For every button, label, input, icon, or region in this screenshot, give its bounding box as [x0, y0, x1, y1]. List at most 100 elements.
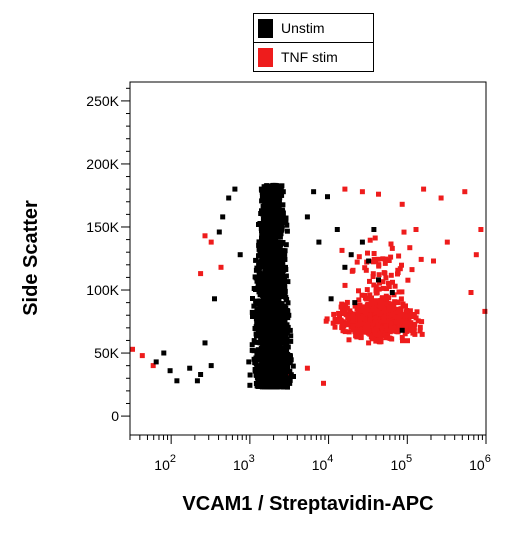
data-point	[270, 313, 276, 319]
data-point	[373, 284, 379, 290]
data-point	[283, 273, 289, 279]
data-point	[208, 239, 214, 245]
data-point	[404, 308, 410, 313]
data-point	[342, 308, 348, 314]
data-point	[363, 309, 369, 315]
data-point	[404, 328, 410, 334]
data-point	[279, 207, 285, 213]
data-point	[254, 364, 260, 370]
data-point	[366, 340, 372, 346]
data-point	[261, 245, 267, 251]
data-point	[282, 303, 288, 309]
data-point	[414, 309, 420, 315]
data-point	[378, 335, 384, 341]
data-point	[263, 322, 269, 328]
data-point	[276, 347, 282, 353]
data-point	[354, 259, 360, 265]
data-point	[336, 310, 342, 316]
data-point	[255, 319, 261, 325]
data-point	[282, 357, 288, 363]
data-point	[350, 267, 356, 273]
data-point	[274, 271, 280, 277]
data-point	[261, 188, 267, 194]
data-point	[386, 258, 392, 263]
data-point	[277, 343, 283, 349]
data-point	[338, 304, 344, 310]
data-point	[278, 265, 284, 271]
data-point	[194, 378, 200, 384]
data-point	[276, 298, 281, 304]
data-point	[256, 298, 262, 304]
data-point	[364, 296, 370, 302]
data-point	[284, 222, 290, 228]
data-point	[260, 278, 266, 284]
data-point	[287, 327, 293, 333]
data-point	[352, 321, 358, 327]
data-point	[261, 306, 267, 312]
data-point	[265, 220, 271, 226]
data-point	[274, 263, 280, 269]
data-point	[167, 368, 173, 374]
data-point	[343, 302, 349, 308]
data-point	[267, 224, 273, 230]
data-point	[339, 247, 345, 253]
data-point	[266, 197, 272, 202]
data-point	[381, 309, 387, 315]
data-point	[352, 303, 358, 309]
data-point	[376, 277, 381, 283]
data-point	[376, 263, 382, 269]
data-point	[198, 271, 204, 277]
data-point	[340, 328, 346, 334]
data-point	[272, 294, 278, 300]
data-point	[253, 257, 259, 263]
data-point	[382, 260, 388, 266]
data-point	[257, 302, 263, 308]
data-point	[386, 284, 392, 290]
data-point	[409, 328, 415, 333]
data-point	[256, 310, 262, 316]
data-point	[323, 318, 329, 324]
data-point	[264, 236, 269, 242]
data-point	[262, 356, 268, 362]
data-point	[266, 337, 271, 343]
data-point	[212, 296, 217, 302]
data-point	[276, 336, 282, 342]
data-point	[342, 264, 348, 270]
data-point	[255, 306, 261, 312]
data-point	[279, 316, 284, 322]
y-axis-title: Side Scatter	[20, 200, 42, 316]
data-point	[288, 338, 294, 344]
data-point	[285, 364, 291, 370]
data-point	[368, 298, 374, 304]
data-point	[277, 274, 283, 280]
data-point	[383, 301, 388, 307]
data-point	[380, 285, 386, 291]
data-point	[389, 306, 394, 312]
data-point	[395, 267, 401, 273]
data-point	[263, 239, 268, 244]
data-point	[412, 321, 418, 327]
data-point	[359, 189, 365, 195]
data-point	[269, 283, 275, 289]
data-point	[388, 241, 394, 247]
data-point	[390, 312, 396, 317]
data-point	[373, 337, 379, 343]
data-point	[265, 346, 271, 352]
data-point	[369, 295, 374, 301]
data-point	[415, 318, 421, 324]
data-point	[281, 354, 287, 360]
data-point	[347, 308, 353, 314]
data-point	[386, 335, 392, 341]
data-point	[365, 250, 370, 256]
data-point	[380, 256, 386, 262]
data-point	[267, 183, 273, 189]
data-point	[271, 274, 277, 280]
data-point	[278, 231, 284, 237]
data-point	[272, 183, 278, 189]
series-tnf-stim	[130, 186, 488, 386]
data-point	[273, 190, 279, 196]
data-point	[419, 331, 425, 337]
data-point	[280, 210, 286, 216]
data-point	[379, 295, 385, 301]
data-point	[261, 248, 267, 254]
